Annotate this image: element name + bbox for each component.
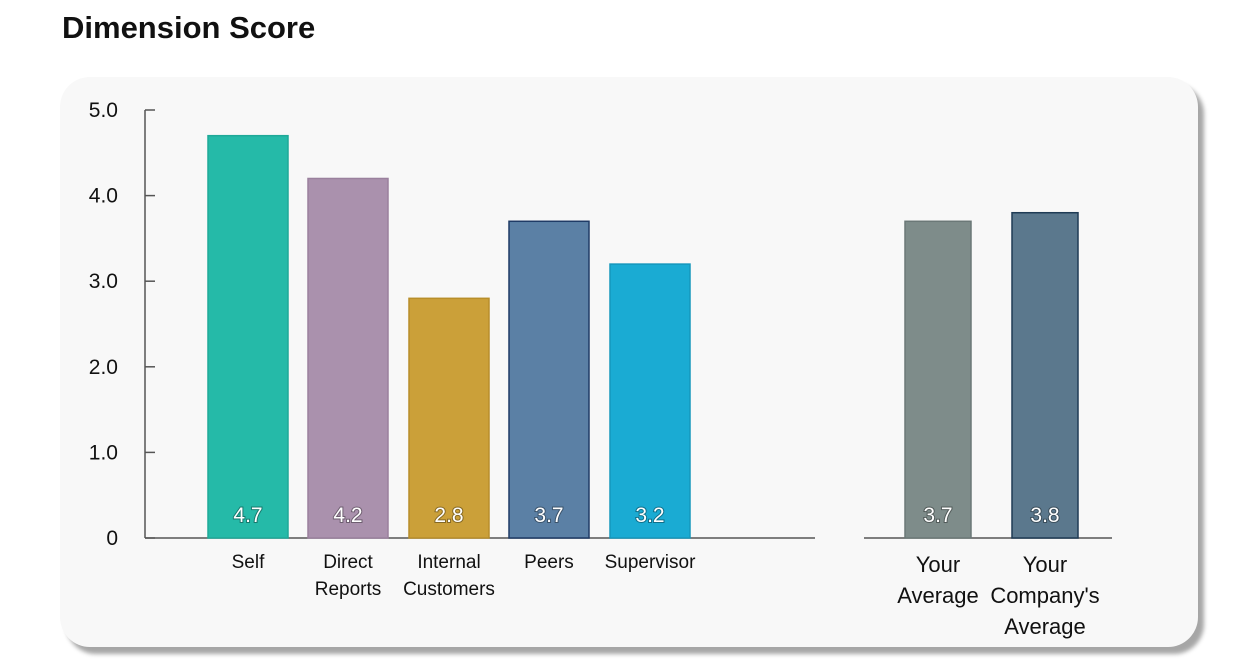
bar[interactable] [609,263,691,539]
category-label: Your Company's Average [990,552,1099,639]
bar-value-label: 3.8 [1030,504,1059,527]
y-tick-label: 5.0 [89,99,118,122]
bar[interactable] [508,220,590,539]
bar-value-label: 2.8 [434,504,463,527]
y-tick-label: 4.0 [89,185,118,208]
bar-value-label: 4.7 [233,504,262,527]
y-tick-label: 2.0 [89,356,118,379]
category-label-line: Self [232,552,265,573]
category-label: Supervisor [605,552,696,573]
category-label-line: Supervisor [605,552,696,573]
category-label: Internal Customers [403,552,495,600]
category-label-line: Your [916,552,960,577]
category-label-line: Customers [403,579,495,600]
page-title: Dimension Score [62,10,316,45]
category-label-line: Internal [417,552,480,573]
category-label-line: Peers [524,552,574,573]
chart-card: 0 1.0 2.0 3.0 4.0 5.0 4.7 Self 4.2 Direct Reports 2… [60,77,1198,647]
category-label-line: Average [897,583,979,608]
bar-value-label: 3.2 [635,504,664,527]
bar[interactable] [904,220,972,539]
category-label-line: Direct [323,552,373,573]
y-tick-label: 3.0 [89,270,118,293]
y-tick-label: 0 [106,527,118,550]
bar[interactable] [307,177,389,539]
category-label: Peers [524,552,574,573]
dimension-score-chart: 0 1.0 2.0 3.0 4.0 5.0 4.7 Self 4.2 Direct Reports 2… [89,99,1112,639]
y-tick-label: 1.0 [89,441,118,464]
bar-value-label: 3.7 [534,504,563,527]
category-label-line: Average [1004,614,1086,639]
category-label-line: Your [1023,552,1067,577]
category-label: Your Average [897,552,979,608]
bar[interactable] [207,134,289,539]
category-label-line: Reports [315,579,382,600]
bar-value-label: 4.2 [333,504,362,527]
category-label: Direct Reports [315,552,382,600]
bar-value-label: 3.7 [923,504,952,527]
category-label: Self [232,552,265,573]
bar[interactable] [408,297,490,539]
bar[interactable] [1011,211,1079,539]
category-label-line: Company's [990,583,1099,608]
